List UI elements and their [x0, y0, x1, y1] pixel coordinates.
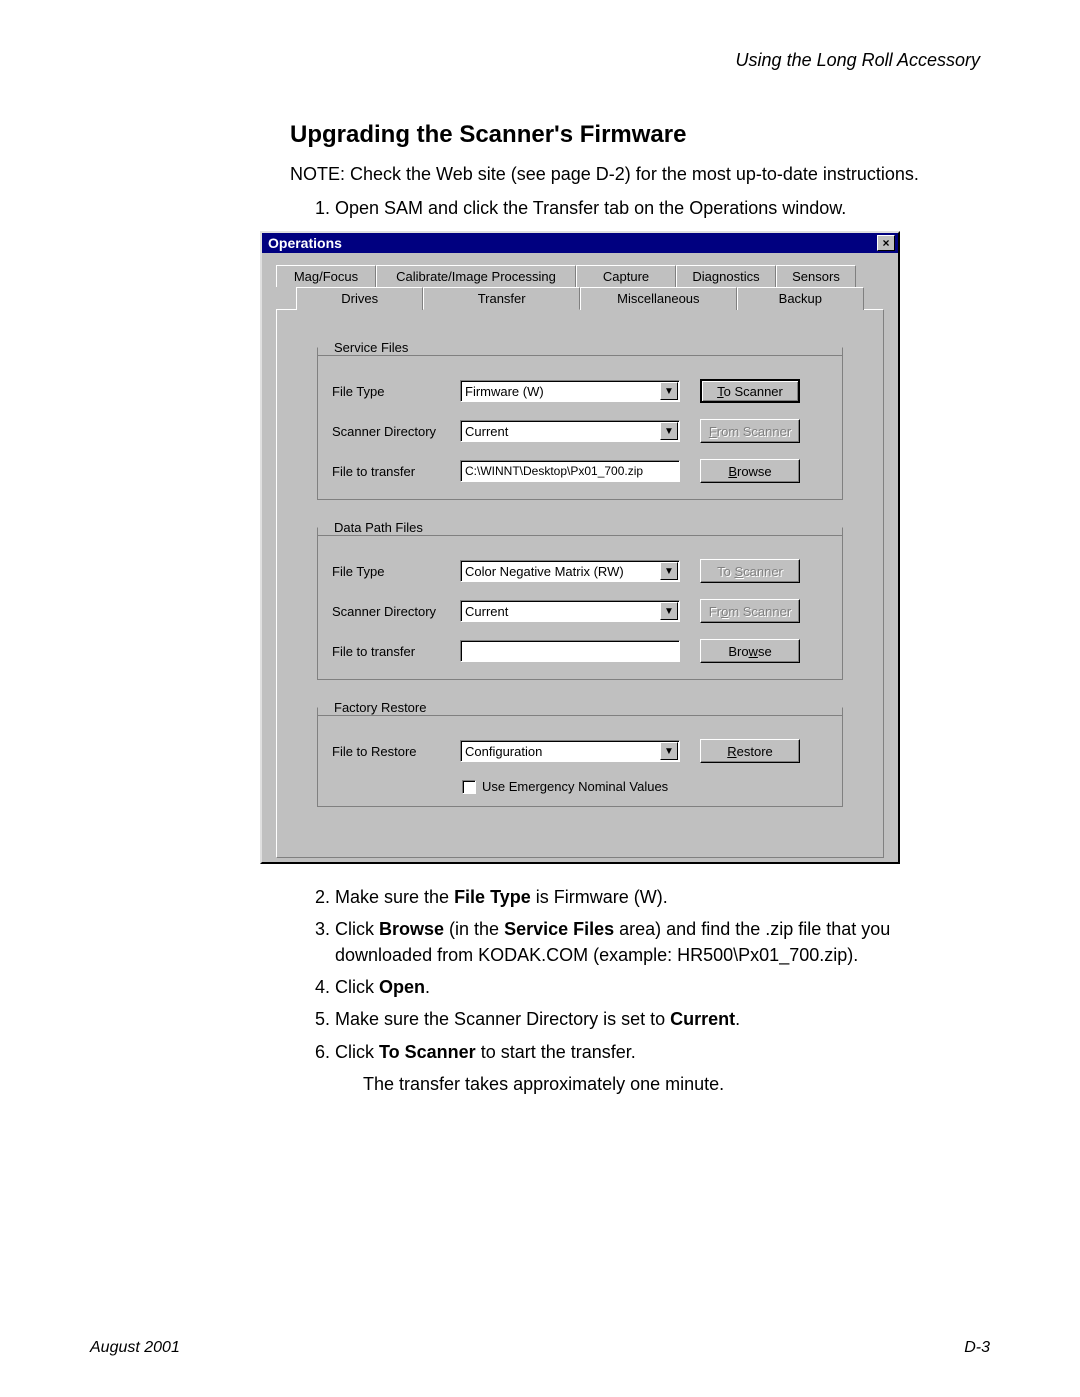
tab-backup[interactable]: Backup — [737, 287, 864, 310]
datapath-legend: Data Path Files — [330, 520, 427, 535]
chevron-down-icon[interactable]: ▼ — [660, 602, 678, 620]
svc-dir-combo[interactable]: Current ▼ — [460, 420, 680, 442]
step-4: Click Open. — [335, 974, 970, 1000]
transfer-panel: Service Files File Type Firmware (W) ▼ T… — [276, 309, 884, 858]
datapath-files-group: Data Path Files File Type Color Negative… — [317, 520, 843, 680]
svc-browse-button[interactable]: Browse — [700, 459, 800, 483]
service-legend: Service Files — [330, 340, 412, 355]
dp-browse-button[interactable]: Browse — [700, 639, 800, 663]
dp-filetype-value: Color Negative Matrix (RW) — [465, 564, 624, 579]
chevron-down-icon[interactable]: ▼ — [660, 422, 678, 440]
chevron-down-icon[interactable]: ▼ — [660, 382, 678, 400]
dp-dir-label: Scanner Directory — [332, 604, 452, 619]
step-2: Make sure the File Type is Firmware (W). — [335, 884, 970, 910]
restore-legend: Factory Restore — [330, 700, 430, 715]
svc-filetype-value: Firmware (W) — [465, 384, 544, 399]
restore-file-combo[interactable]: Configuration ▼ — [460, 740, 680, 762]
window-title: Operations — [268, 235, 342, 251]
footer-page: D-3 — [964, 1339, 990, 1357]
tab-miscellaneous[interactable]: Miscellaneous — [580, 287, 737, 310]
tab-diagnostics[interactable]: Diagnostics — [676, 265, 776, 287]
chevron-down-icon[interactable]: ▼ — [660, 562, 678, 580]
step-5: Make sure the Scanner Directory is set t… — [335, 1006, 970, 1032]
step-6-sub: The transfer takes approximately one min… — [363, 1071, 970, 1097]
svc-to-scanner-button[interactable]: To Scanner — [700, 379, 800, 403]
tab-drives[interactable]: Drives — [296, 287, 423, 310]
svc-from-scanner-button: From Scanner — [700, 419, 800, 443]
factory-restore-group: Factory Restore File to Restore Configur… — [317, 700, 843, 807]
step-3: Click Browse (in the Service Files area)… — [335, 916, 970, 968]
tab-calibrate-image-processing[interactable]: Calibrate/Image Processing — [376, 265, 576, 287]
dp-filetype-label: File Type — [332, 564, 452, 579]
close-icon[interactable]: × — [877, 235, 895, 251]
footer-date: August 2001 — [90, 1339, 180, 1357]
tab-mag-focus[interactable]: Mag/Focus — [276, 265, 376, 287]
dp-dir-value: Current — [465, 604, 508, 619]
restore-file-value: Configuration — [465, 744, 542, 759]
dp-transfer-input[interactable] — [460, 640, 680, 662]
restore-button[interactable]: Restore — [700, 739, 800, 763]
svc-dir-label: Scanner Directory — [332, 424, 452, 439]
svc-transfer-label: File to transfer — [332, 464, 452, 479]
dp-transfer-label: File to transfer — [332, 644, 452, 659]
restore-file-label: File to Restore — [332, 744, 452, 759]
chevron-down-icon[interactable]: ▼ — [660, 742, 678, 760]
svc-transfer-input[interactable]: C:\WINNT\Desktop\Px01_700.zip — [460, 460, 680, 482]
dp-filetype-combo[interactable]: Color Negative Matrix (RW) ▼ — [460, 560, 680, 582]
svc-dir-value: Current — [465, 424, 508, 439]
dp-dir-combo[interactable]: Current ▼ — [460, 600, 680, 622]
tab-transfer[interactable]: Transfer — [423, 287, 580, 310]
dp-from-scanner-button: From Scanner — [700, 599, 800, 623]
tab-sensors[interactable]: Sensors — [776, 265, 856, 287]
svc-filetype-combo[interactable]: Firmware (W) ▼ — [460, 380, 680, 402]
step-6: Click To Scanner to start the transfer. … — [335, 1039, 970, 1097]
dp-to-scanner-button: To Scanner — [700, 559, 800, 583]
page-title: Upgrading the Scanner's Firmware — [290, 121, 970, 149]
tab-capture[interactable]: Capture — [576, 265, 676, 287]
note-text: NOTE: Check the Web site (see page D-2) … — [290, 164, 970, 185]
running-header: Using the Long Roll Accessory — [90, 50, 990, 71]
service-files-group: Service Files File Type Firmware (W) ▼ T… — [317, 340, 843, 500]
dialog-screenshot: Operations × Mag/FocusCalibrate/Image Pr… — [260, 231, 900, 864]
svc-transfer-value: C:\WINNT\Desktop\Px01_700.zip — [465, 464, 643, 478]
emergency-checkbox[interactable] — [462, 780, 476, 794]
emergency-label: Use Emergency Nominal Values — [482, 779, 668, 794]
step-1: Open SAM and click the Transfer tab on t… — [335, 195, 970, 221]
svc-filetype-label: File Type — [332, 384, 452, 399]
